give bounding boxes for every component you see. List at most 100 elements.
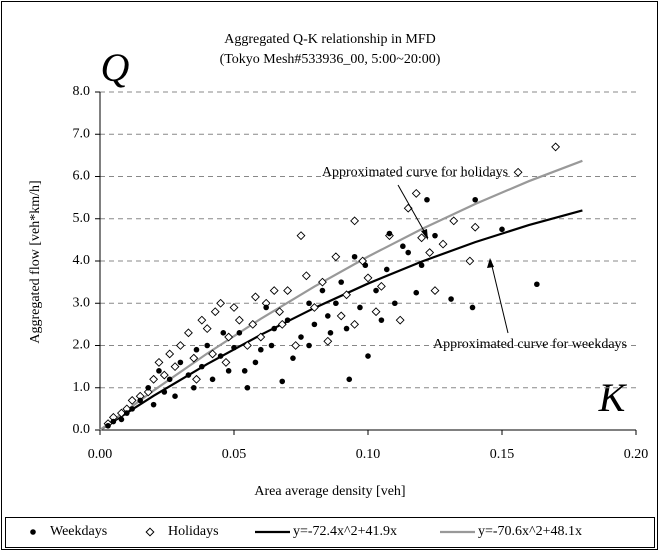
weekday-point — [204, 342, 210, 349]
holiday-point — [323, 336, 333, 346]
holiday-point — [197, 315, 207, 325]
holiday-point — [363, 273, 373, 283]
holiday-point — [291, 341, 301, 350]
weekday-point — [306, 300, 312, 307]
holiday-point — [551, 142, 561, 152]
weekday-point — [418, 262, 425, 269]
holiday-point — [336, 311, 346, 321]
weekday-point — [110, 418, 117, 425]
weekday-point — [156, 368, 162, 374]
weekday-point — [333, 300, 339, 307]
weekday-point — [241, 368, 248, 374]
annotation-arrow — [397, 184, 429, 239]
x-tick-label: 0.10 — [356, 447, 381, 462]
weekday-point — [137, 397, 143, 404]
weekday-point — [279, 378, 286, 385]
y-symbol: Q — [101, 45, 130, 90]
weekday-point — [432, 232, 438, 239]
weekday-point — [383, 266, 390, 273]
weekday-point — [343, 325, 350, 332]
weekday-point — [172, 393, 178, 400]
weekday-point — [185, 372, 192, 378]
holiday-point — [342, 290, 351, 300]
holiday-point — [430, 286, 440, 296]
holiday-point — [149, 374, 159, 384]
weekday-point — [209, 376, 216, 383]
holiday-point — [242, 341, 252, 350]
weekday-point — [145, 384, 152, 391]
arrow-head — [421, 229, 428, 240]
legend-label: Holidays — [168, 524, 219, 539]
chart-title: Aggregated Q-K relationship in MFD — [224, 32, 436, 47]
weekday-point — [193, 346, 200, 353]
weekday-point — [244, 384, 251, 391]
legend-marker — [30, 529, 36, 535]
weekday-point — [400, 243, 406, 250]
y-tick-label: 2.0 — [73, 338, 91, 353]
holiday-point — [192, 374, 201, 384]
weekday-point — [325, 313, 331, 319]
holiday-point — [210, 307, 220, 317]
holiday-point — [376, 281, 386, 291]
y-tick-label: 0.0 — [73, 422, 91, 437]
weekday-point — [217, 353, 224, 359]
weekday-point — [319, 287, 326, 294]
chart-subtitle: (Tokyo Mesh#533936_00, 5:00~20:00) — [220, 52, 441, 67]
holiday-point — [256, 332, 266, 342]
holiday-point — [159, 370, 169, 380]
weekday-point — [150, 401, 157, 408]
holiday-point — [154, 357, 164, 367]
holiday-point — [449, 216, 459, 226]
holiday-point — [438, 239, 448, 249]
x-tick-label: 0.00 — [88, 447, 113, 462]
holiday-point — [143, 387, 153, 397]
weekday-point — [225, 368, 232, 374]
holiday-point — [309, 303, 319, 312]
weekday-point — [338, 279, 345, 285]
arrow-head — [487, 258, 494, 268]
y-tick-label: 5.0 — [73, 211, 91, 226]
weekday-point — [252, 359, 259, 366]
fit-curve — [99, 209, 583, 431]
weekday-point — [105, 422, 111, 429]
legend-label: Weekdays — [50, 524, 107, 539]
legend-box — [5, 517, 655, 548]
x-symbol: K — [598, 375, 628, 420]
x-tick-label: 0.20 — [624, 447, 649, 462]
weekday-point — [378, 317, 385, 323]
holiday-point — [331, 252, 341, 262]
weekday-point — [220, 330, 227, 336]
weekday-point — [357, 304, 363, 311]
weekday-point — [469, 304, 476, 311]
weekday-point — [129, 406, 135, 412]
holiday-point — [229, 303, 239, 312]
holiday-point — [189, 353, 199, 363]
weekday-point — [373, 287, 379, 294]
holiday-point — [170, 362, 180, 372]
holiday-point — [425, 248, 435, 257]
weekday-point — [284, 317, 291, 323]
weekday-point — [413, 289, 420, 296]
holiday-point — [350, 216, 360, 226]
weekday-point — [258, 346, 264, 353]
y-axis-label: Aggregated flow [veh*km/h] — [28, 180, 43, 343]
holiday-point — [465, 256, 475, 266]
y-tick-label: 3.0 — [73, 295, 91, 310]
holiday-point — [513, 167, 523, 177]
weekday-point — [124, 410, 130, 416]
holiday-point — [248, 319, 258, 329]
weekday-point — [290, 355, 296, 361]
weekday-point — [351, 253, 358, 260]
holiday-point — [234, 315, 244, 325]
weekday-point — [263, 304, 269, 311]
y-tick-label: 7.0 — [73, 126, 91, 141]
holiday-point — [165, 349, 175, 359]
weekday-point — [346, 376, 353, 383]
holiday-point — [269, 286, 279, 296]
weekday-point — [327, 330, 334, 336]
holiday-point — [411, 188, 421, 198]
holiday-point — [275, 307, 284, 317]
holiday-point — [283, 286, 293, 296]
